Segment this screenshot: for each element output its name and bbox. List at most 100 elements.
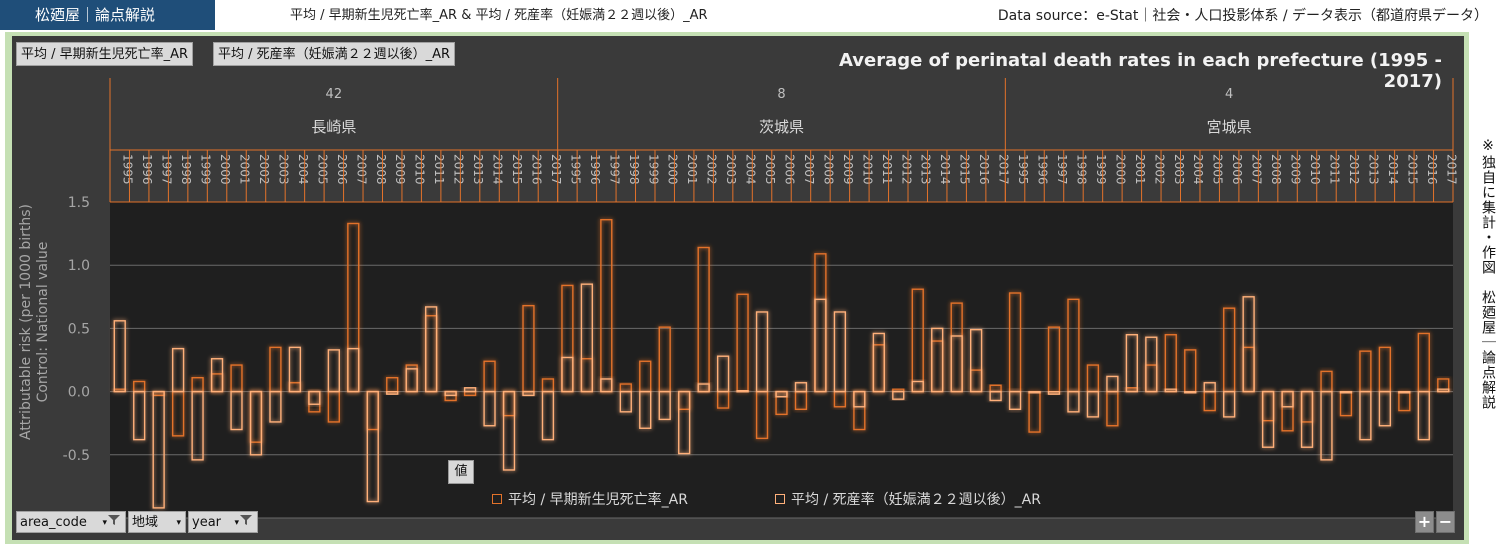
bar-series-b — [892, 390, 905, 400]
bar-series-b — [541, 390, 555, 441]
field-region[interactable]: 地域 ▾ — [128, 511, 186, 533]
bar-series-b — [230, 390, 243, 431]
bar-series-b — [950, 335, 963, 393]
year-tick-label: 2009 — [1289, 154, 1303, 185]
year-tick-label: 2008 — [821, 154, 835, 185]
year-tick-label: 2003 — [724, 154, 738, 185]
bar-series-b — [405, 368, 418, 393]
bar-series-b — [1437, 388, 1450, 393]
bar-series-b — [931, 327, 944, 393]
year-tick-label: 2001 — [685, 154, 699, 185]
y-tick-label: -0.5 — [63, 448, 90, 464]
y-tick-label: 0.0 — [68, 385, 90, 401]
filter-icon: ▾ — [102, 512, 121, 534]
bar-series-b — [1242, 296, 1255, 393]
bar-series-b — [152, 390, 165, 509]
year-tick-label: 1998 — [627, 154, 641, 185]
year-tick-label: 1999 — [1094, 154, 1108, 185]
bar-series-b — [308, 390, 321, 405]
bar-series-b — [425, 306, 438, 393]
bar-series-b — [794, 382, 808, 393]
bar-series-b — [853, 390, 866, 408]
year-tick-label: 1996 — [140, 154, 154, 185]
bar-series-b — [1067, 390, 1080, 413]
year-tick-label: 2014 — [491, 154, 505, 185]
data-source: Data source：e-Stat｜社会・人口投影体系 / データ表示（都道府… — [997, 8, 1488, 24]
area-code-label: 8 — [777, 87, 785, 102]
year-tick-label: 2002 — [1152, 154, 1166, 185]
bar-series-b — [347, 347, 360, 393]
legend-label-2: 平均 / 死産率（妊娠満２２週以後）_AR — [791, 492, 1041, 508]
filter-button-early-neonatal[interactable]: 平均 / 早期新生児死亡率_AR — [16, 42, 194, 66]
bar-series-b — [522, 390, 535, 397]
collapse-button[interactable]: − — [1436, 511, 1455, 533]
region-label: 長崎県 — [311, 118, 356, 136]
year-tick-label: 2006 — [1230, 154, 1244, 185]
bar-series-b — [755, 311, 769, 393]
year-tick-label: 2000 — [666, 154, 680, 185]
year-tick-label: 2001 — [238, 154, 252, 185]
sheet-title: 平均 / 早期新生児死亡率_AR & 平均 / 死産率（妊娠満２２週以後）_AR — [290, 8, 708, 23]
bar-series-b — [619, 390, 632, 413]
year-tick-label: 2015 — [1405, 154, 1419, 185]
year-tick-label: 2010 — [413, 154, 427, 185]
year-tick-label: 1997 — [160, 154, 174, 185]
y-tick-label: 1.5 — [68, 195, 90, 211]
bar-series-b — [1261, 390, 1275, 448]
bar-series-b — [1028, 390, 1041, 394]
bar-series-b — [833, 311, 847, 393]
year-tick-label: 2009 — [841, 154, 855, 185]
bar-series-b — [1047, 390, 1061, 395]
year-tick-label: 2005 — [763, 154, 777, 185]
bar-series-b — [171, 347, 185, 393]
year-tick-label: 2006 — [335, 154, 349, 185]
year-tick-label: 1995 — [568, 154, 582, 185]
bar-series-b — [1378, 390, 1392, 427]
region-label: 茨城県 — [759, 118, 804, 136]
side-note: ※独自に集計・作図 松廼屋｜論点解説 — [1480, 138, 1496, 410]
field-area-code[interactable]: area_code ▾ — [16, 511, 126, 533]
field-area-code-label: area_code — [20, 515, 87, 530]
year-tick-label: 2000 — [218, 154, 232, 185]
chart-title: Average of perinatal death rates in each… — [839, 50, 1442, 92]
bar-series-b — [444, 390, 457, 397]
legend-item-series-1: 平均 / 早期新生児死亡率_AR — [492, 489, 688, 509]
year-tick-label: 2014 — [938, 154, 952, 185]
expand-button[interactable]: + — [1415, 511, 1434, 533]
bar-series-b — [366, 390, 379, 503]
year-tick-label: 2014 — [1386, 154, 1400, 185]
area-code-label: 42 — [326, 87, 343, 102]
bar-series-b — [697, 383, 710, 393]
bar-series-b — [1417, 390, 1430, 441]
year-tick-label: 2005 — [315, 154, 329, 185]
year-tick-label: 2012 — [1347, 154, 1361, 185]
field-year[interactable]: year ▾ — [188, 511, 258, 533]
bar-series-b — [1164, 388, 1177, 393]
year-tick-label: 2007 — [802, 154, 816, 185]
bar-series-b — [1359, 390, 1372, 441]
bar-series-b — [872, 332, 885, 393]
brand-badge: 松廼屋｜論点解説 — [0, 0, 215, 30]
year-tick-label: 2017 — [997, 154, 1011, 185]
bar-series-b — [1320, 390, 1333, 461]
bar-series-b — [716, 355, 730, 393]
bar-series-b — [736, 389, 749, 393]
year-tick-label: 2003 — [276, 154, 290, 185]
year-tick-label: 2000 — [1113, 154, 1127, 185]
filter-button-stillbirth[interactable]: 平均 / 死産率（妊娠満２２週以後）_AR — [213, 42, 456, 66]
y-tick-label: 0.5 — [68, 321, 90, 337]
dropdown-icon: ▾ — [176, 518, 181, 528]
bar-series-b — [814, 298, 827, 393]
bar-series-b — [561, 356, 574, 393]
legend-swatch-1 — [492, 494, 502, 504]
bar-series-b — [288, 346, 302, 393]
year-tick-label: 2013 — [919, 154, 933, 185]
year-tick-label: 2004 — [744, 154, 758, 185]
values-field-button[interactable]: 値 — [448, 460, 474, 484]
year-tick-label: 2004 — [1191, 154, 1205, 185]
bar-series-b — [1106, 375, 1119, 393]
bar-series-b — [1086, 390, 1100, 418]
bar-series-b — [483, 390, 496, 427]
year-tick-label: 2006 — [783, 154, 797, 185]
